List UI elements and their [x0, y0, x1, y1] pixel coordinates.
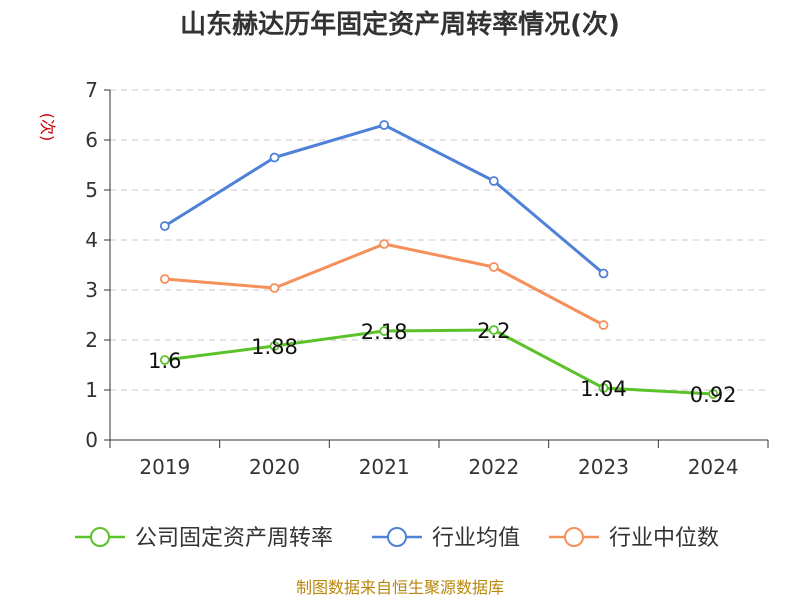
legend-label: 行业中位数	[609, 526, 719, 551]
y-tick-label: 4	[85, 228, 98, 252]
data-point	[159, 355, 170, 365]
data-label: 0.92	[690, 383, 737, 407]
legend-marker	[90, 527, 110, 547]
x-tick-label: 2024	[688, 455, 739, 479]
data-point	[379, 239, 390, 249]
data-point	[488, 325, 499, 335]
series-line-2	[164, 242, 605, 327]
data-label: 1.88	[251, 335, 298, 359]
data-point	[708, 389, 719, 399]
y-axis-label: (次)	[38, 113, 57, 142]
data-point	[269, 341, 280, 351]
x-tick-label: 2019	[139, 455, 190, 479]
legend-marker	[387, 527, 407, 547]
x-tick-label: 2022	[468, 455, 519, 479]
data-point	[598, 383, 609, 393]
y-tick-label: 2	[85, 328, 98, 352]
axes: 0 1 2 3 4 5 6 7 2019 2020 2021 2022 2023 2024	[85, 78, 769, 479]
series-lines	[159, 120, 719, 399]
legend-label: 行业均值	[432, 526, 520, 551]
data-label: 1.04	[580, 377, 627, 401]
legend-marker	[564, 527, 584, 547]
x-tick-label: 2023	[578, 455, 629, 479]
legend: 公司固定资产周转率 行业均值 行业中位数	[75, 526, 719, 551]
y-tick-label: 0	[85, 428, 98, 452]
y-tick-label: 1	[85, 378, 98, 402]
data-point	[379, 120, 390, 130]
y-tick-label: 6	[85, 128, 98, 152]
series-line-1	[164, 123, 605, 275]
data-point	[379, 326, 390, 336]
chart-title: 山东赫达历年固定资产周转率情况(次)	[180, 9, 620, 40]
y-tick-label: 7	[85, 78, 98, 102]
series-line-0	[164, 328, 714, 396]
source-note: 制图数据来自恒生聚源数据库	[296, 578, 504, 597]
data-label: 1.6	[148, 349, 181, 373]
data-point	[488, 262, 499, 272]
legend-label: 公司固定资产周转率	[135, 526, 333, 551]
y-tick-label: 5	[85, 178, 98, 202]
data-point	[488, 176, 499, 186]
data-point	[598, 320, 609, 330]
data-point	[598, 268, 609, 279]
data-label: 2.2	[477, 319, 510, 343]
data-labels: 1.6 1.88 2.18 2.2 1.04 0.92	[148, 319, 736, 407]
grid	[110, 89, 768, 391]
data-point	[159, 274, 170, 284]
data-point	[269, 283, 280, 293]
data-point	[269, 152, 280, 163]
x-tick-label: 2020	[249, 455, 300, 479]
y-tick-label: 3	[85, 278, 98, 302]
x-tick-label: 2021	[359, 455, 410, 479]
data-point	[159, 221, 170, 231]
data-label: 2.18	[361, 320, 408, 344]
